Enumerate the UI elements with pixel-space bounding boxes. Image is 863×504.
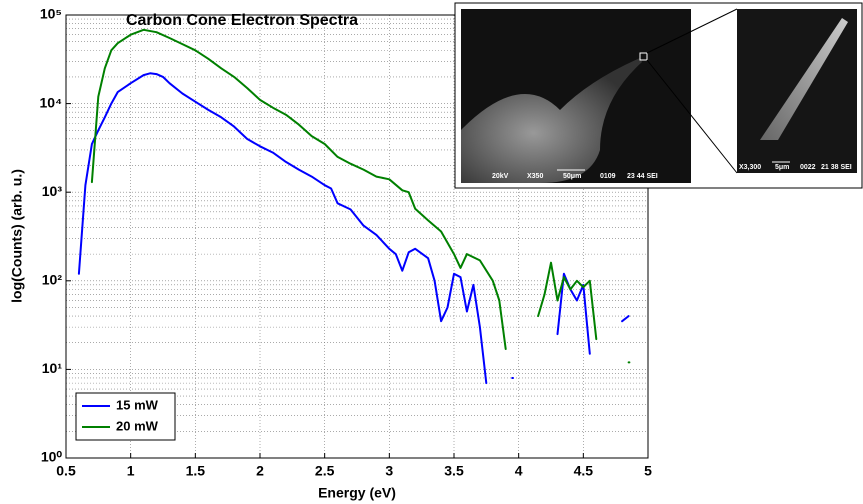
y-tick-label: 10² (42, 272, 63, 288)
sem-label: 20kV (492, 173, 509, 180)
x-tick-label: 4.5 (574, 463, 594, 479)
x-tick-label: 1 (127, 463, 135, 479)
plot-frame (65, 14, 649, 459)
x-tick-label: 3 (385, 463, 393, 479)
y-tick-label: 10⁴ (40, 94, 63, 110)
y-tick-label: 10⁰ (41, 449, 63, 465)
data-line (77, 72, 630, 385)
x-tick-label: 2 (256, 463, 264, 479)
sem-cone (461, 58, 642, 183)
x-tick-label: 1.5 (186, 463, 206, 479)
data-line (90, 28, 631, 364)
sem-label: 0022 (800, 164, 816, 171)
y-tick-label: 10⁵ (40, 6, 62, 22)
x-tick-label: 5 (644, 463, 652, 479)
y-axis-label: log(Counts) (arb. u.) (9, 169, 25, 303)
connector (646, 59, 738, 174)
x-tick-label: 4 (515, 463, 523, 479)
sem-label: 23 44 SEI (627, 173, 658, 180)
chart-title: Carbon Cone Electron Spectra (126, 12, 358, 29)
y-tick-label: 10¹ (42, 360, 63, 376)
sem-label: 0109 (600, 173, 616, 180)
sem-label: 21 38 SEI (821, 164, 852, 171)
x-tick-label: 2.5 (315, 463, 335, 479)
legend (75, 392, 176, 441)
x-axis-label: Energy (eV) (318, 485, 396, 501)
inset: 20kV X350 50μm 0109 23 44 SEI X3,300 5μm… (454, 2, 863, 189)
y-tick-label: 10³ (42, 183, 63, 199)
zoom-box (639, 52, 648, 61)
sem-label: 50μm (563, 173, 581, 180)
sem-label: X350 (527, 173, 543, 180)
legend-label: 15 mW (116, 397, 159, 412)
sem-tip (760, 18, 848, 140)
connector (646, 8, 738, 54)
sem-label: X3,300 (739, 164, 761, 171)
x-tick-label: 0.5 (56, 463, 76, 479)
sem-label: 5μm (775, 164, 789, 171)
x-tick-label: 3.5 (444, 463, 464, 479)
legend-label: 20 mW (116, 418, 159, 433)
